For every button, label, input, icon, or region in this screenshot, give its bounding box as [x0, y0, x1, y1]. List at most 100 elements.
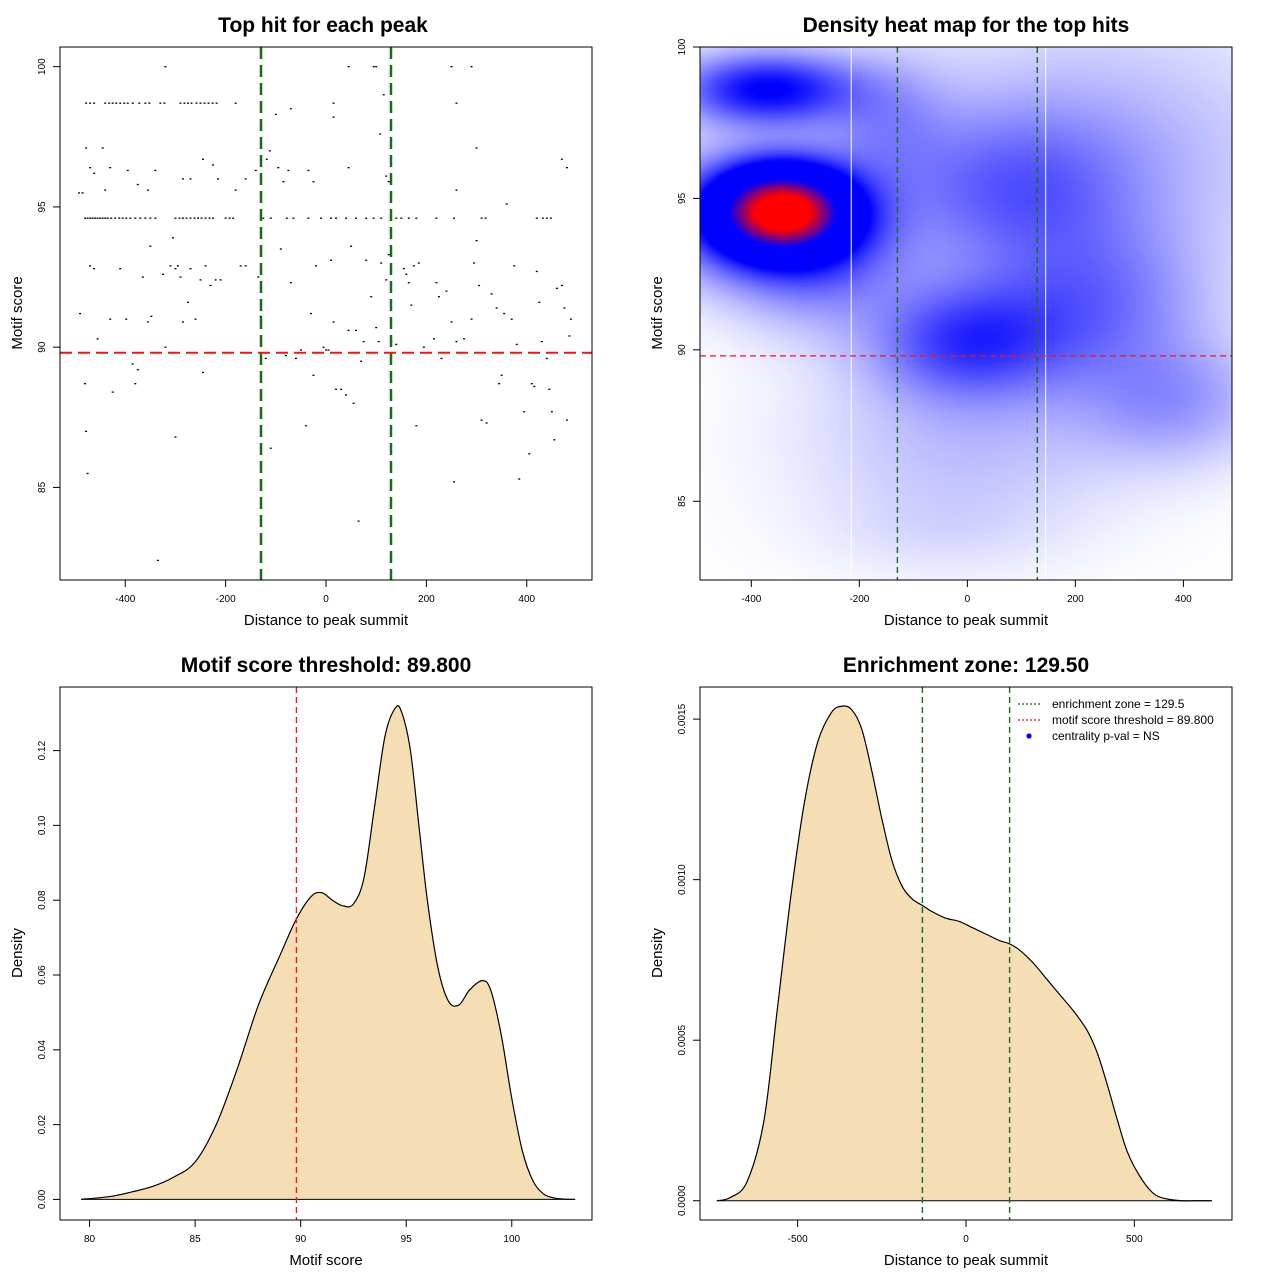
y-tick-label: 85 [677, 495, 688, 507]
scatter-point [146, 189, 149, 191]
scatter-point [239, 265, 242, 267]
scatter-point [395, 217, 398, 219]
y-tick-label: 0.10 [37, 815, 48, 835]
legend-label: centrality p-val = NS [1052, 729, 1160, 743]
scatter-point [307, 169, 310, 172]
scatter-point [134, 217, 137, 219]
scatter-point [89, 217, 92, 219]
y-tick-label: 0.12 [37, 740, 48, 760]
y-tick-label: 0.06 [37, 965, 48, 985]
scatter-point [84, 383, 87, 385]
scatter-point [195, 102, 198, 104]
scatter-point [565, 167, 568, 169]
x-tick-label: 100 [503, 1234, 520, 1245]
scatter-point [111, 391, 114, 393]
scatter-point [289, 282, 292, 284]
scatter-point [79, 312, 82, 315]
scatter-point [345, 217, 348, 219]
scatter-point [197, 217, 200, 219]
scatter-point [85, 102, 88, 104]
scatter-point [179, 276, 182, 278]
y-tick-label: 0.08 [37, 890, 48, 910]
scatter-point [161, 273, 164, 275]
scatter-point [123, 102, 126, 104]
scatter-point [377, 340, 380, 343]
x-tick-label: 0 [323, 594, 329, 605]
scatter-point [89, 102, 92, 104]
scatter-point [234, 102, 237, 104]
scatter-point [136, 369, 139, 371]
scatter-point [362, 340, 365, 343]
scatter-point [452, 481, 455, 483]
scatter-point [357, 520, 360, 522]
scatter-point [412, 265, 415, 267]
scatter-point [545, 357, 548, 360]
scatter-point [131, 102, 134, 104]
x-tick-label: 500 [1126, 1234, 1143, 1245]
scatter-point [463, 338, 466, 340]
x-axis: 80 85 90 95 100 [84, 1219, 521, 1245]
reference-lines [700, 47, 1232, 580]
scatter-point [265, 158, 268, 160]
x-axis: -400 -200 0 200 400 [741, 579, 1192, 605]
scatter-point [207, 102, 210, 104]
chart-title: Motif score threshold: 89.800 [181, 654, 472, 677]
scatter-point [292, 217, 295, 219]
y-axis: 0.00 0.02 0.04 0.06 0.08 0.10 0.12 [37, 740, 61, 1209]
scatter-point [549, 217, 552, 219]
scatter-point [244, 265, 247, 267]
scatter-point [185, 217, 188, 219]
scatter-point [541, 217, 544, 219]
scatter-point [125, 318, 128, 320]
scatter-point [179, 102, 182, 104]
scatter-point [259, 315, 262, 318]
scatter-point [332, 102, 335, 104]
scatter-point [186, 301, 189, 303]
x-tick-label: -400 [115, 594, 135, 605]
scatter-point [119, 102, 122, 104]
scatter-point [215, 102, 218, 104]
scatter-point [555, 287, 558, 289]
scatter-point [146, 321, 149, 323]
scatter-point [538, 301, 541, 303]
x-axis-label: Distance to peak summit [884, 1252, 1049, 1269]
scatter-point [129, 217, 132, 219]
x-tick-label: 0 [965, 594, 971, 605]
scatter-point [285, 217, 288, 219]
scatter-point [214, 279, 217, 281]
scatter-point [277, 167, 280, 169]
scatter-point [330, 259, 333, 261]
chart-title: Enrichment zone: 129.50 [843, 654, 1089, 677]
scatter-point [435, 217, 438, 219]
scatter-point [350, 245, 353, 247]
x-axis: -400 -200 0 200 400 [115, 579, 536, 605]
scatter-point [415, 217, 418, 219]
scatter-point [347, 66, 350, 68]
scatter-point [312, 181, 315, 183]
scatter-point [437, 296, 440, 298]
scatter-point [355, 217, 358, 219]
scatter-point [125, 217, 128, 219]
scatter-point [93, 102, 96, 104]
scatter-point [144, 217, 147, 219]
x-tick-label: 90 [295, 1234, 307, 1245]
scatter-point [211, 102, 214, 104]
y-tick-label: 95 [37, 201, 48, 213]
scatter-point [545, 217, 548, 219]
scatter-point [498, 383, 501, 385]
scatter-point [445, 290, 448, 292]
scatter-point [379, 133, 382, 135]
scatter-point [284, 354, 287, 357]
scatter-point [345, 394, 348, 396]
scatter-point [156, 559, 159, 562]
scatter-point [407, 217, 410, 219]
scatter-point [312, 374, 315, 376]
scatter-point [500, 374, 503, 376]
scatter-point [480, 217, 483, 219]
scatter-point [370, 296, 373, 298]
scatter-point [194, 318, 197, 320]
panel-distance-density: Enrichment zone: 129.50 -500 0 500 0.00000… [649, 654, 1233, 1269]
scatter-point [89, 167, 92, 169]
scatter-point [264, 357, 267, 360]
scatter-point [385, 175, 388, 177]
